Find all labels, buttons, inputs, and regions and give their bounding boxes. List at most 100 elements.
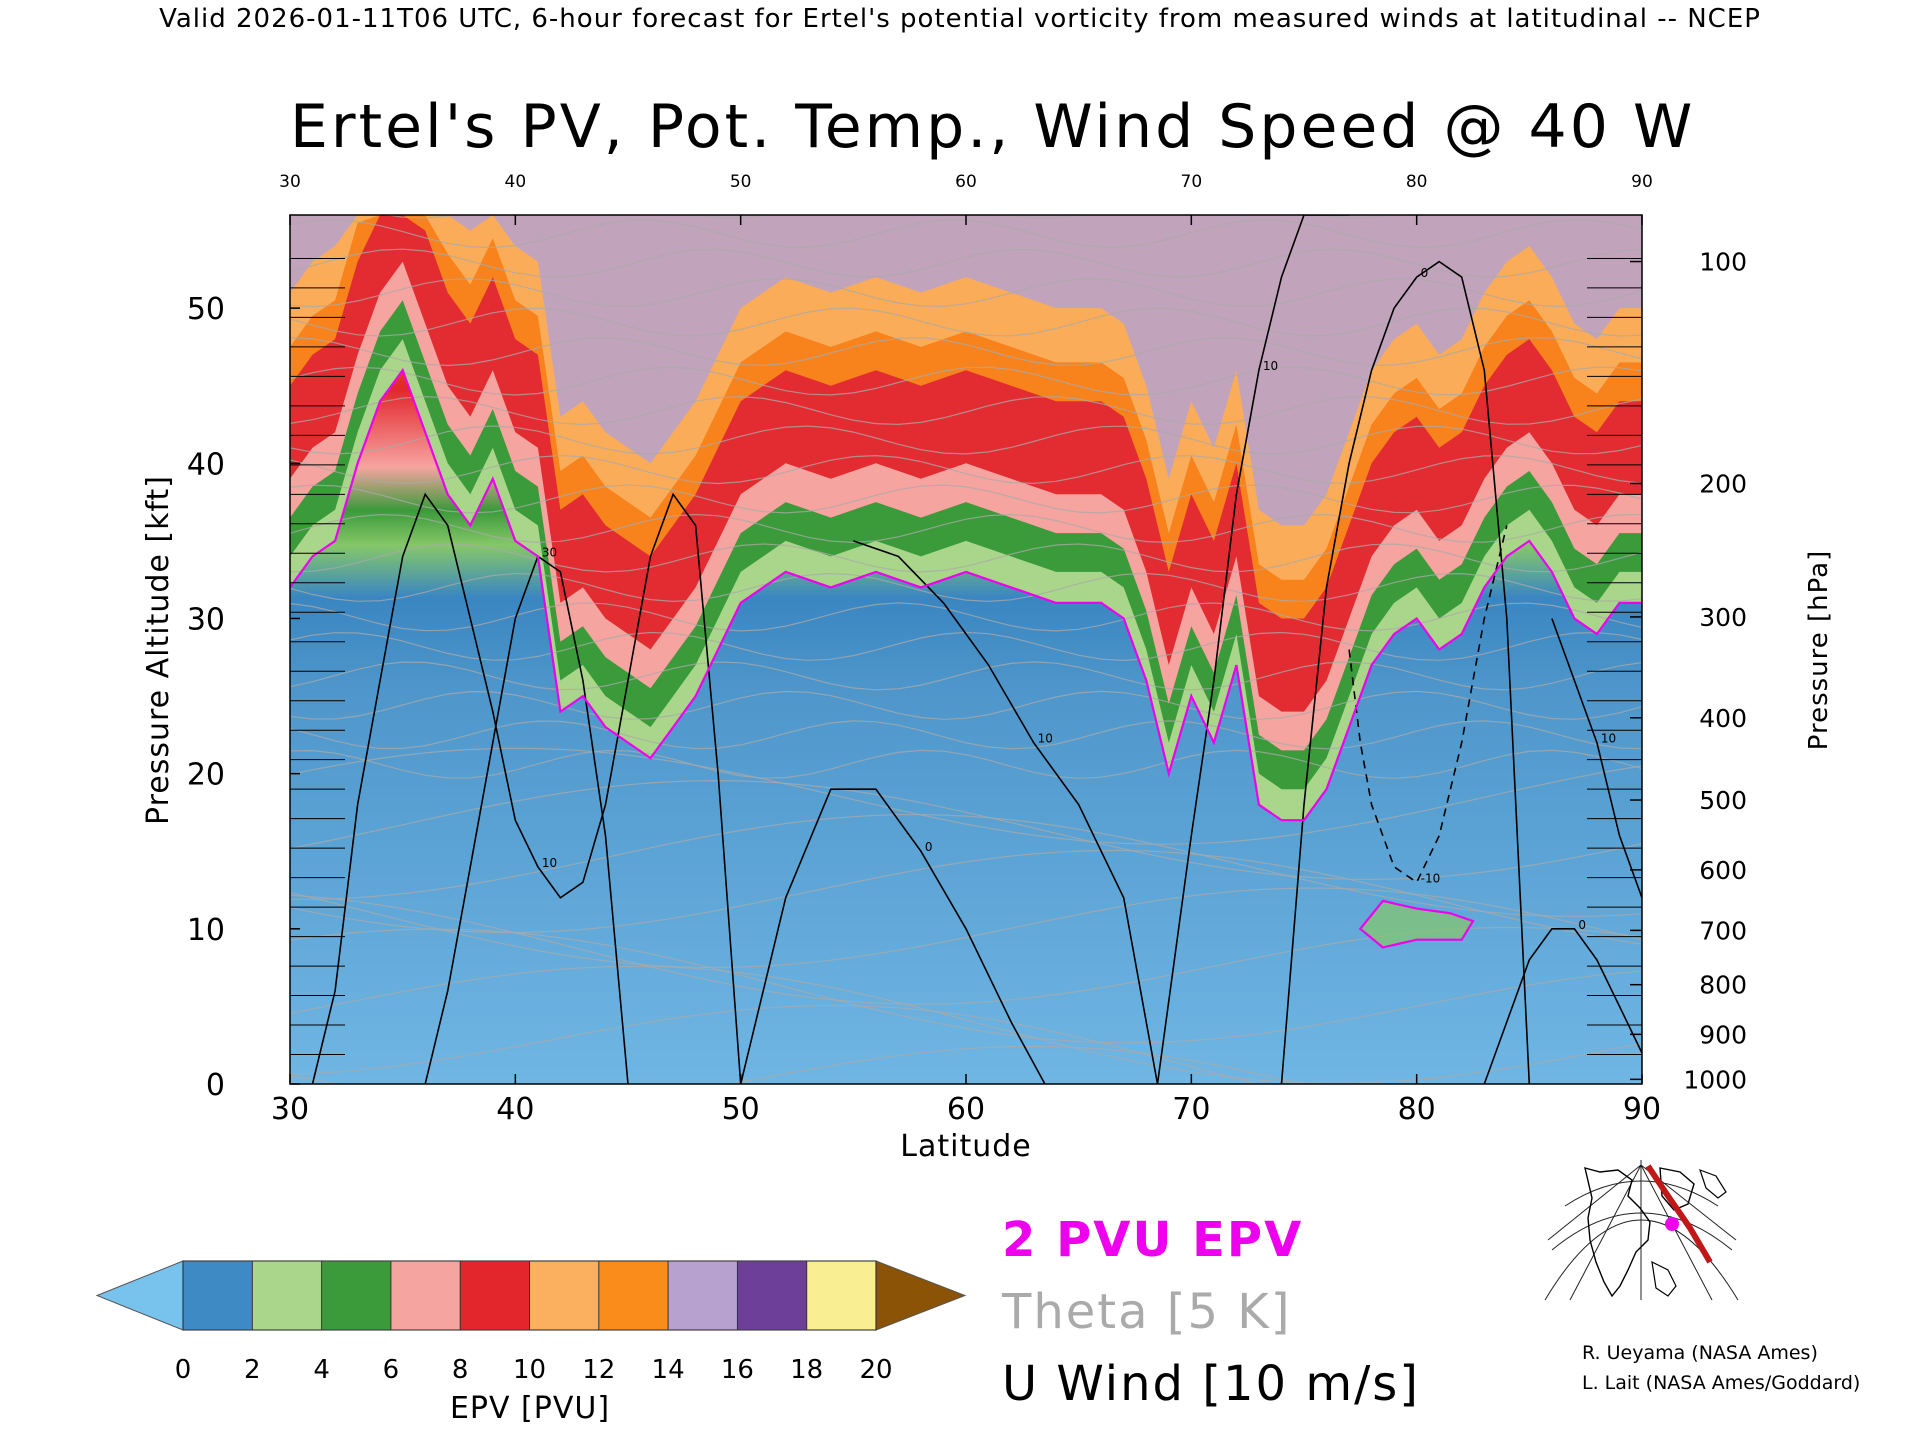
y-axis-label: Pressure Altitude [kft]: [141, 475, 176, 825]
colorbar-segment: [252, 1261, 323, 1330]
y-tick-label: 30: [187, 602, 225, 637]
colorbar-tick-label: 16: [721, 1355, 754, 1385]
pressure-tick-label: 300: [1699, 603, 1747, 632]
theta-contour: [290, 425, 1642, 455]
y-tick-label: 10: [187, 913, 225, 948]
theta-contour: [290, 307, 1642, 337]
x-tick-label: 80: [1398, 1092, 1436, 1127]
y-tick-label: 50: [187, 292, 225, 327]
colorbar-tick-label: 4: [313, 1355, 330, 1385]
pressure-tick-label: 500: [1699, 786, 1747, 815]
theta-contour: [290, 887, 1642, 969]
theta-contour: [726, 1045, 1303, 1084]
pressure-tick-label: 400: [1699, 704, 1747, 733]
epv-band: [290, 215, 1642, 526]
colorbar-segment: [737, 1261, 808, 1330]
colorbar-max-arrow: [875, 1260, 967, 1331]
y-tick-label: 40: [187, 447, 225, 482]
theta-contour: [290, 690, 1642, 720]
pressure-axis-label: Pressure [hPa]: [1804, 550, 1834, 751]
x-tick-label: 30: [271, 1092, 309, 1127]
credit-line: L. Lait (NASA Ames/Goddard): [1582, 1372, 1861, 1394]
theta-contour: [290, 749, 1642, 779]
colorbar-segment: [529, 1261, 600, 1330]
u-wind-contour-label: 10: [1601, 732, 1616, 746]
legend-theta: Theta [5 K]: [1002, 1284, 1292, 1340]
colorbar-tick-label: 12: [582, 1355, 615, 1385]
theta-contour: [290, 543, 1642, 573]
top-tick-label: 40: [505, 172, 527, 192]
epv-colorbar: 0 2 4 6 8 10 12 14 16 18 20: [95, 1260, 967, 1385]
pressure-tick-label: 600: [1699, 856, 1747, 885]
u-wind-contour: [1551, 618, 1642, 899]
top-tick-label: 70: [1181, 172, 1203, 192]
x-tick-label: 90: [1623, 1092, 1661, 1127]
u-wind-contour: [1348, 525, 1508, 884]
legend-u-wind: U Wind [10 m/s]: [1002, 1356, 1421, 1412]
north-america-outline: [1584, 1167, 1651, 1298]
greenland-outline: [1659, 1167, 1695, 1211]
credits: R. Ueyama (NASA Ames) L. Lait (NASA Ames…: [1582, 1338, 1860, 1398]
theta-contour: [290, 779, 1642, 881]
theta-contour: [290, 454, 1642, 485]
u-wind-contour-label: 10: [1263, 359, 1278, 373]
theta-contour: [290, 813, 1642, 917]
theta-contour: [290, 278, 1642, 308]
theta-contour: [290, 720, 1642, 750]
location-marker: [1665, 1217, 1679, 1231]
x-tick-label: 40: [496, 1092, 534, 1127]
top-tick-label: 60: [955, 172, 977, 192]
pressure-tick-label: 100: [1699, 248, 1747, 277]
credit-line: R. Ueyama (NASA Ames): [1582, 1342, 1818, 1364]
colorbar-segment: [460, 1261, 530, 1330]
colorbar-tick-label: 8: [452, 1355, 469, 1385]
inset-locator-map: [1542, 1152, 1740, 1302]
colorbar-segment: [390, 1261, 461, 1330]
u-wind-contour-label: -10: [1421, 871, 1441, 885]
pressure-tick-label: 200: [1699, 469, 1747, 498]
theta-contour: [384, 215, 1642, 219]
chart-title: Ertel's PV, Pot. Temp., Wind Speed @ 40 …: [290, 92, 1696, 162]
pv2-contour: [290, 367, 1642, 822]
u-wind-contour-label: 0: [925, 840, 933, 854]
x-axis-label: Latitude: [900, 1129, 1031, 1164]
colorbar-segment: [806, 1261, 877, 1330]
x-tick-label: 50: [722, 1092, 760, 1127]
theta-contour: [290, 747, 1642, 845]
u-wind-contour-label: 30: [542, 545, 557, 559]
top-tick-label: 30: [279, 172, 301, 192]
colorbar-segment: [598, 1261, 669, 1330]
u-wind-contour: [1280, 260, 1531, 1084]
theta-contour: [290, 336, 1642, 367]
u-wind-contour: [739, 788, 1046, 1084]
colorbar-tick-label: 10: [513, 1355, 546, 1385]
cross-section-track: [1645, 1164, 1713, 1264]
u-wind-contour: [311, 492, 742, 1084]
pressure-tick-label: 1000: [1683, 1065, 1747, 1094]
theta-contour: [290, 849, 1642, 945]
theta-contour: [290, 572, 1642, 603]
u-wind-contour-label: 10: [1038, 732, 1053, 746]
colorbar-tick-label: 14: [652, 1355, 685, 1385]
theta-contour: [290, 661, 1642, 691]
x-tick-label: 70: [1172, 1092, 1210, 1127]
y-tick-label: 20: [187, 758, 225, 793]
u-wind-contour: [1156, 215, 1350, 1084]
colorbar-tick-label: 2: [244, 1355, 261, 1385]
theta-contour: [290, 248, 1642, 278]
u-wind-contour: [424, 555, 629, 1084]
u-wind-contour-label: 10: [542, 856, 557, 870]
theta-contour: [290, 484, 1642, 514]
pv2-contour: [1358, 899, 1475, 949]
x-tick-label: 60: [947, 1092, 985, 1127]
colorbar-segment: [668, 1261, 738, 1330]
u-wind-contour-label: 0: [1421, 266, 1429, 280]
pressure-tick-label: 800: [1699, 971, 1747, 1000]
theta-contour: [290, 366, 1642, 396]
legend-2pvu-epv: 2 PVU EPV: [1002, 1212, 1304, 1268]
u-wind-contour: [853, 540, 1159, 1084]
top-tick-label: 90: [1631, 172, 1653, 192]
theta-contour: [290, 631, 1642, 662]
contour-legend: 2 PVU EPV Theta [5 K] U Wind [10 m/s]: [1002, 1212, 1420, 1428]
